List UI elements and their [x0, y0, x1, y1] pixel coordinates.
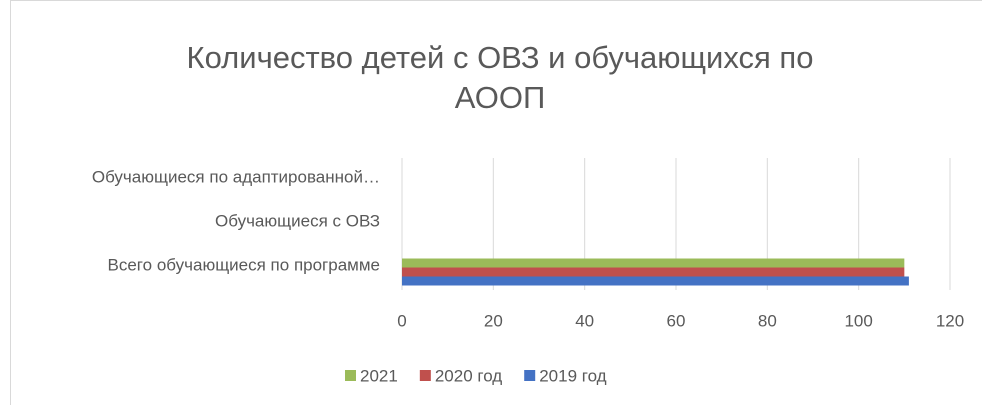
y-tick-label: Всего обучающиеся по программе [108, 255, 380, 274]
legend-label: 2020 год [435, 366, 502, 385]
legend-swatch [524, 370, 536, 381]
legend-label: 2019 год [539, 366, 606, 385]
chart-border [10, 0, 982, 405]
chart-title: Количество детей с ОВЗ и обучающихся по … [186, 40, 814, 115]
x-tick-label: 60 [667, 311, 686, 330]
bar [402, 258, 905, 268]
x-tick-label: 120 [936, 311, 964, 330]
x-tick-label: 100 [844, 311, 872, 330]
x-tick-label: 20 [484, 311, 503, 330]
bar [402, 276, 909, 286]
legend-label: 2021 [360, 366, 398, 385]
bar [402, 267, 905, 277]
legend-swatch [419, 370, 431, 381]
y-tick-label: Обучающиеся по адаптированной… [92, 167, 380, 186]
y-tick-label: Обучающиеся с ОВЗ [215, 211, 380, 230]
x-tick-label: 80 [758, 311, 777, 330]
x-tick-label: 0 [397, 311, 406, 330]
legend-swatch [345, 370, 356, 381]
x-tick-label: 40 [575, 311, 594, 330]
